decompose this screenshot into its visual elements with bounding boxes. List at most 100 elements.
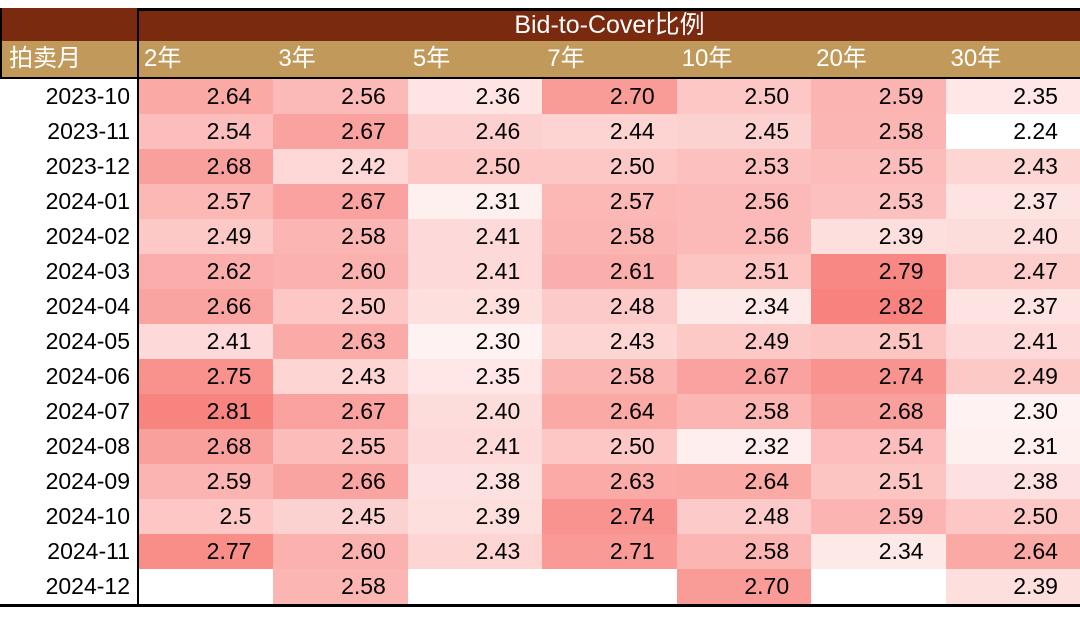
heatmap-cell: 2.42 (273, 149, 408, 184)
table-row: 2024-09 2.59 2.66 2.38 2.63 2.64 2.51 2.38 (0, 464, 1080, 499)
heatmap-cell: 2.67 (273, 394, 408, 429)
heatmap-cell: 2.67 (273, 114, 408, 149)
table-corner-cell (0, 8, 137, 41)
heatmap-cell: 2.47 (945, 254, 1080, 289)
heatmap-cell: 2.54 (811, 429, 946, 464)
heatmap-cell: 2.55 (273, 429, 408, 464)
heatmap-cell: 2.64 (676, 464, 812, 499)
heatmap-cell: 2.31 (945, 429, 1080, 464)
heatmap-cell: 2.51 (676, 254, 812, 289)
heatmap-cell: 2.51 (811, 464, 946, 499)
heatmap-cell: 2.57 (137, 184, 274, 219)
heatmap-cell: 2.39 (945, 569, 1080, 604)
heatmap-cell: 2.50 (945, 499, 1080, 534)
heatmap-cell: 2.67 (676, 359, 812, 394)
column-header: 10年 (676, 41, 812, 79)
heatmap-cell: 2.58 (273, 569, 408, 604)
heatmap-cell: 2.49 (676, 324, 812, 359)
heatmap-cell: 2.37 (945, 289, 1080, 324)
heatmap-cell: 2.59 (137, 464, 274, 499)
heatmap-cell: 2.67 (273, 184, 408, 219)
heatmap-cell: 2.66 (273, 464, 408, 499)
table-row: 2024-08 2.68 2.55 2.41 2.50 2.32 2.54 2.31 (0, 429, 1080, 464)
heatmap-cell: 2.31 (407, 184, 543, 219)
month-cell: 2024-07 (0, 394, 137, 429)
heatmap-cell: 2.39 (407, 289, 543, 324)
heatmap-cell: 2.5 (137, 499, 274, 534)
month-cell: 2024-01 (0, 184, 137, 219)
heatmap-cell: 2.45 (676, 114, 812, 149)
heatmap-cell: 2.48 (676, 499, 812, 534)
heatmap-cell: 2.49 (945, 359, 1080, 394)
month-cell: 2024-08 (0, 429, 137, 464)
table-row: 2024-07 2.81 2.67 2.40 2.64 2.58 2.68 2.30 (0, 394, 1080, 429)
heatmap-cell: 2.82 (811, 289, 946, 324)
heatmap-cell: 2.37 (945, 184, 1080, 219)
heatmap-cell: 2.43 (407, 534, 543, 569)
heatmap-cell: 2.45 (273, 499, 408, 534)
heatmap-cell: 2.64 (137, 79, 274, 114)
heatmap-cell: 2.38 (407, 464, 543, 499)
heatmap-cell: 2.60 (273, 534, 408, 569)
heatmap-cell (542, 569, 677, 604)
heatmap-cell: 2.50 (542, 149, 677, 184)
heatmap-cell: 2.32 (676, 429, 812, 464)
heatmap-cell: 2.59 (811, 79, 946, 114)
table-row: 2024-05 2.41 2.63 2.30 2.43 2.49 2.51 2.41 (0, 324, 1080, 359)
heatmap-cell: 2.44 (542, 114, 677, 149)
table-row: 2024-11 2.77 2.60 2.43 2.71 2.58 2.34 2.64 (0, 534, 1080, 569)
table-row: 2023-12 2.68 2.42 2.50 2.50 2.53 2.55 2.43 (0, 149, 1080, 184)
heatmap-cell: 2.68 (137, 429, 274, 464)
heatmap-cell: 2.41 (407, 429, 543, 464)
heatmap-cell: 2.53 (676, 149, 812, 184)
heatmap-cell: 2.50 (676, 79, 812, 114)
heatmap-cell: 2.81 (137, 394, 274, 429)
row-axis-label: 拍卖月 (0, 41, 137, 79)
heatmap-cell: 2.56 (676, 184, 812, 219)
heatmap-cell: 2.50 (407, 149, 543, 184)
month-cell: 2024-04 (0, 289, 137, 324)
month-cell: 2024-09 (0, 464, 137, 499)
column-header: 30年 (945, 41, 1080, 79)
heatmap-cell: 2.57 (542, 184, 677, 219)
heatmap-cell: 2.39 (811, 219, 946, 254)
heatmap-cell: 2.64 (542, 394, 677, 429)
month-cell: 2024-10 (0, 499, 137, 534)
heatmap-cell: 2.71 (542, 534, 677, 569)
month-cell: 2024-02 (0, 219, 137, 254)
month-cell: 2024-12 (0, 569, 137, 604)
heatmap-cell: 2.30 (945, 394, 1080, 429)
heatmap-cell (811, 569, 946, 604)
heatmap-cell: 2.68 (811, 394, 946, 429)
month-cell: 2023-12 (0, 149, 137, 184)
heatmap-cell: 2.74 (811, 359, 946, 394)
heatmap-cell: 2.62 (137, 254, 274, 289)
table-row: 2024-06 2.75 2.43 2.35 2.58 2.67 2.74 2.49 (0, 359, 1080, 394)
month-cell: 2024-11 (0, 534, 137, 569)
heatmap-cell: 2.55 (811, 149, 946, 184)
month-cell: 2024-05 (0, 324, 137, 359)
heatmap-cell: 2.41 (407, 219, 543, 254)
heatmap-cell: 2.40 (407, 394, 543, 429)
heatmap-cell: 2.63 (542, 464, 677, 499)
column-header-row: 拍卖月 2年 3年 5年 7年 10年 20年 30年 (0, 41, 1080, 79)
heatmap-cell: 2.53 (811, 184, 946, 219)
heatmap-cell: 2.51 (811, 324, 946, 359)
bid-to-cover-heatmap-table: Bid-to-Cover比例 拍卖月 2年 3年 5年 7年 10年 20年 30年 202… (0, 8, 1080, 607)
heatmap-cell: 2.50 (542, 429, 677, 464)
heatmap-cell: 2.79 (811, 254, 946, 289)
table-title: Bid-to-Cover比例 (137, 8, 1080, 41)
heatmap-cell: 2.58 (676, 534, 812, 569)
heatmap-cell: 2.68 (137, 149, 274, 184)
heatmap-cell: 2.56 (273, 79, 408, 114)
heatmap-cell: 2.61 (542, 254, 677, 289)
column-header: 20年 (811, 41, 946, 79)
heatmap-cell: 2.38 (945, 464, 1080, 499)
heatmap-cell: 2.49 (137, 219, 274, 254)
table-row: 2024-10 2.5 2.45 2.39 2.74 2.48 2.59 2.50 (0, 499, 1080, 534)
heatmap-cell: 2.59 (811, 499, 946, 534)
table-row: 2024-12 2.58 2.70 2.39 (0, 569, 1080, 604)
heatmap-cell: 2.54 (137, 114, 274, 149)
table-row: 2023-10 2.64 2.56 2.36 2.70 2.50 2.59 2.35 (0, 79, 1080, 114)
